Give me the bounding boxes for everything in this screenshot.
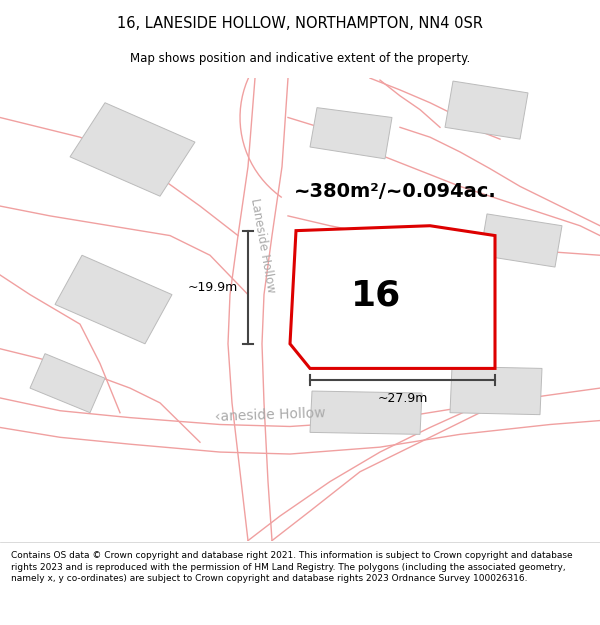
Polygon shape <box>360 238 442 292</box>
Polygon shape <box>310 391 422 434</box>
Polygon shape <box>310 107 392 159</box>
Text: Map shows position and indicative extent of the property.: Map shows position and indicative extent… <box>130 52 470 65</box>
Polygon shape <box>450 366 542 414</box>
Text: 16: 16 <box>351 278 401 312</box>
Text: ~380m²/~0.094ac.: ~380m²/~0.094ac. <box>293 182 496 201</box>
Polygon shape <box>290 226 495 368</box>
Text: ‹aneside Hollow: ‹aneside Hollow <box>214 406 326 424</box>
Polygon shape <box>55 255 172 344</box>
Text: ~19.9m: ~19.9m <box>188 281 238 294</box>
Polygon shape <box>30 354 105 412</box>
Text: Contains OS data © Crown copyright and database right 2021. This information is : Contains OS data © Crown copyright and d… <box>11 551 572 583</box>
Text: 16, LANESIDE HOLLOW, NORTHAMPTON, NN4 0SR: 16, LANESIDE HOLLOW, NORTHAMPTON, NN4 0S… <box>117 16 483 31</box>
Polygon shape <box>480 214 562 267</box>
Text: ~27.9m: ~27.9m <box>377 392 428 405</box>
Text: Laneside Hollow: Laneside Hollow <box>248 197 278 294</box>
Polygon shape <box>445 81 528 139</box>
Polygon shape <box>70 102 195 196</box>
